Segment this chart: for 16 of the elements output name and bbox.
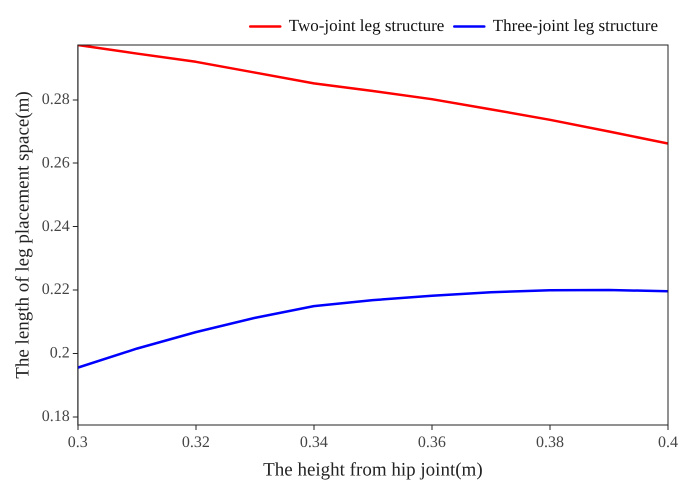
x-tick-label: 0.3 bbox=[68, 434, 88, 451]
y-tick-label: 0.28 bbox=[42, 91, 70, 108]
x-tick-label: 0.38 bbox=[536, 434, 564, 451]
y-axis-title: The length of leg placement space(m) bbox=[12, 91, 34, 379]
x-tick-label: 0.4 bbox=[658, 434, 678, 451]
x-tick-label: 0.32 bbox=[182, 434, 210, 451]
y-tick-label: 0.24 bbox=[42, 218, 70, 235]
y-tick-label: 0.2 bbox=[50, 344, 70, 362]
y-tick-label: 0.22 bbox=[42, 281, 70, 298]
legend-label: Two-joint leg structure bbox=[288, 16, 444, 35]
x-tick-label: 0.34 bbox=[300, 434, 328, 451]
legend-label: Three-joint leg structure bbox=[492, 16, 658, 35]
x-axis-title: The height from hip joint(m) bbox=[263, 460, 483, 481]
y-tick-label: 0.18 bbox=[42, 408, 70, 425]
y-tick-label: 0.26 bbox=[42, 154, 70, 172]
x-tick-label: 0.36 bbox=[418, 434, 446, 451]
